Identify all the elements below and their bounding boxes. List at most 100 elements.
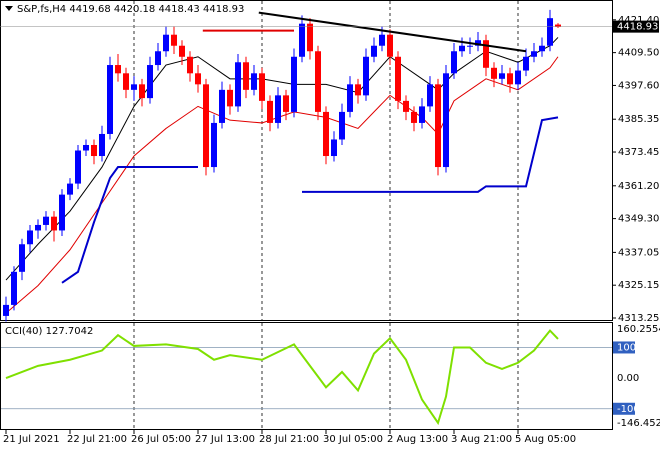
candle-body xyxy=(67,183,73,195)
candle-body xyxy=(339,111,345,140)
candle-body xyxy=(211,122,217,168)
candle-body xyxy=(499,73,505,79)
x-tick-label: 27 Jul 13:00 xyxy=(195,434,255,445)
candle-body xyxy=(91,144,97,157)
y-tick-label: 4313.25 xyxy=(618,313,659,324)
level-tag xyxy=(613,341,635,354)
candle-body xyxy=(163,34,169,52)
trend-line xyxy=(258,11,527,53)
x-tick-label: 22 Jul 21:00 xyxy=(67,434,127,445)
candle-body xyxy=(283,95,289,112)
candle-body xyxy=(147,65,153,99)
candle-body xyxy=(531,51,537,57)
candle-body xyxy=(451,51,457,74)
y-tick-label: 100 xyxy=(617,342,636,353)
candle-body xyxy=(251,73,257,90)
candle-body xyxy=(395,56,401,101)
candle-body xyxy=(115,65,121,74)
candle-body xyxy=(555,24,561,27)
candle-body xyxy=(187,56,193,74)
y-tick-label: 4373.45 xyxy=(618,147,659,158)
low: 4418.43 xyxy=(158,4,199,15)
candle-body xyxy=(227,89,233,107)
high: 4420.18 xyxy=(114,4,155,15)
candle-body xyxy=(35,224,41,231)
y-tick-label: 160.2554 xyxy=(617,324,660,335)
candle-body xyxy=(315,51,321,112)
candle-body xyxy=(403,100,409,112)
candle-body xyxy=(291,56,297,112)
candle-body xyxy=(75,150,81,184)
candle-body xyxy=(259,73,265,101)
candle-body xyxy=(203,84,209,168)
y-tick-label: -100 xyxy=(617,404,640,415)
candle-body xyxy=(99,133,105,157)
header: S&P,fs,H4 4419.68 4420.18 4418.43 4418.9… xyxy=(17,4,244,15)
candle-body xyxy=(331,139,337,157)
x-tick-label: 2 Aug 13:00 xyxy=(387,434,448,445)
level-tag xyxy=(613,402,635,415)
y-tick-label: 4409.50 xyxy=(618,48,659,59)
indicator-name: CCI(40) xyxy=(5,326,43,337)
y-tick-label: 4397.60 xyxy=(618,80,659,91)
candle-body xyxy=(387,34,393,57)
candle-body xyxy=(299,23,305,57)
candle-body xyxy=(107,65,113,134)
candle-body xyxy=(427,84,433,107)
y-tick-label: 0.00 xyxy=(617,373,639,384)
price-tag xyxy=(613,20,659,33)
header-marker xyxy=(5,6,13,11)
y-tick-label: 4325.15 xyxy=(618,280,659,291)
y-tick-label: 4361.20 xyxy=(618,181,659,192)
candle-body xyxy=(83,144,89,151)
candle-body xyxy=(131,84,137,90)
x-tick-label: 3 Aug 21:00 xyxy=(451,434,512,445)
candle-body xyxy=(43,216,49,225)
candle-body xyxy=(155,51,161,66)
x-tick-label: 28 Jul 21:00 xyxy=(259,434,319,445)
open: 4419.68 xyxy=(69,4,110,15)
candle-body xyxy=(475,40,481,46)
candle-body xyxy=(323,111,329,157)
candle-body xyxy=(179,45,185,57)
symbol: S&P,fs,H4 xyxy=(17,4,66,15)
candle-body xyxy=(483,40,489,68)
y-tick-label: -146.4529 xyxy=(617,418,660,429)
candle-body xyxy=(139,84,145,99)
candle-body xyxy=(123,73,129,90)
candle-body xyxy=(275,95,281,123)
candle-body xyxy=(411,111,417,123)
candle-body xyxy=(19,244,25,272)
y-tick-label: 4349.30 xyxy=(618,214,659,225)
candle-body xyxy=(3,304,9,316)
indicator-panel xyxy=(0,322,613,430)
x-tick-label: 5 Aug 05:00 xyxy=(515,434,576,445)
candle-body xyxy=(467,45,473,47)
candle-body xyxy=(51,216,57,231)
close: 4418.93 xyxy=(203,4,244,15)
candle-body xyxy=(523,56,529,71)
candle-body xyxy=(435,84,441,168)
y-tick-label: 4421.40 xyxy=(618,15,659,26)
candle-body xyxy=(419,106,425,123)
price-tag-label: 4418.93 xyxy=(617,22,658,33)
candle-body xyxy=(195,73,201,85)
overlay-line xyxy=(5,37,559,281)
candle-body xyxy=(443,73,449,168)
indicator-current: 127.7042 xyxy=(46,326,94,337)
indicator-line xyxy=(5,329,559,426)
candle-body xyxy=(547,18,553,46)
main-panel xyxy=(0,0,613,321)
candle-body xyxy=(379,34,385,46)
overlay-line xyxy=(61,116,559,284)
candle-body xyxy=(171,34,177,46)
candle-body xyxy=(219,89,225,123)
candle-body xyxy=(267,100,273,123)
candle-body xyxy=(507,73,513,85)
candle-body xyxy=(491,67,497,79)
y-tick-label: 4385.35 xyxy=(618,114,659,125)
candle-body xyxy=(459,45,465,52)
candle-body xyxy=(59,194,65,231)
candle-body xyxy=(11,271,17,305)
